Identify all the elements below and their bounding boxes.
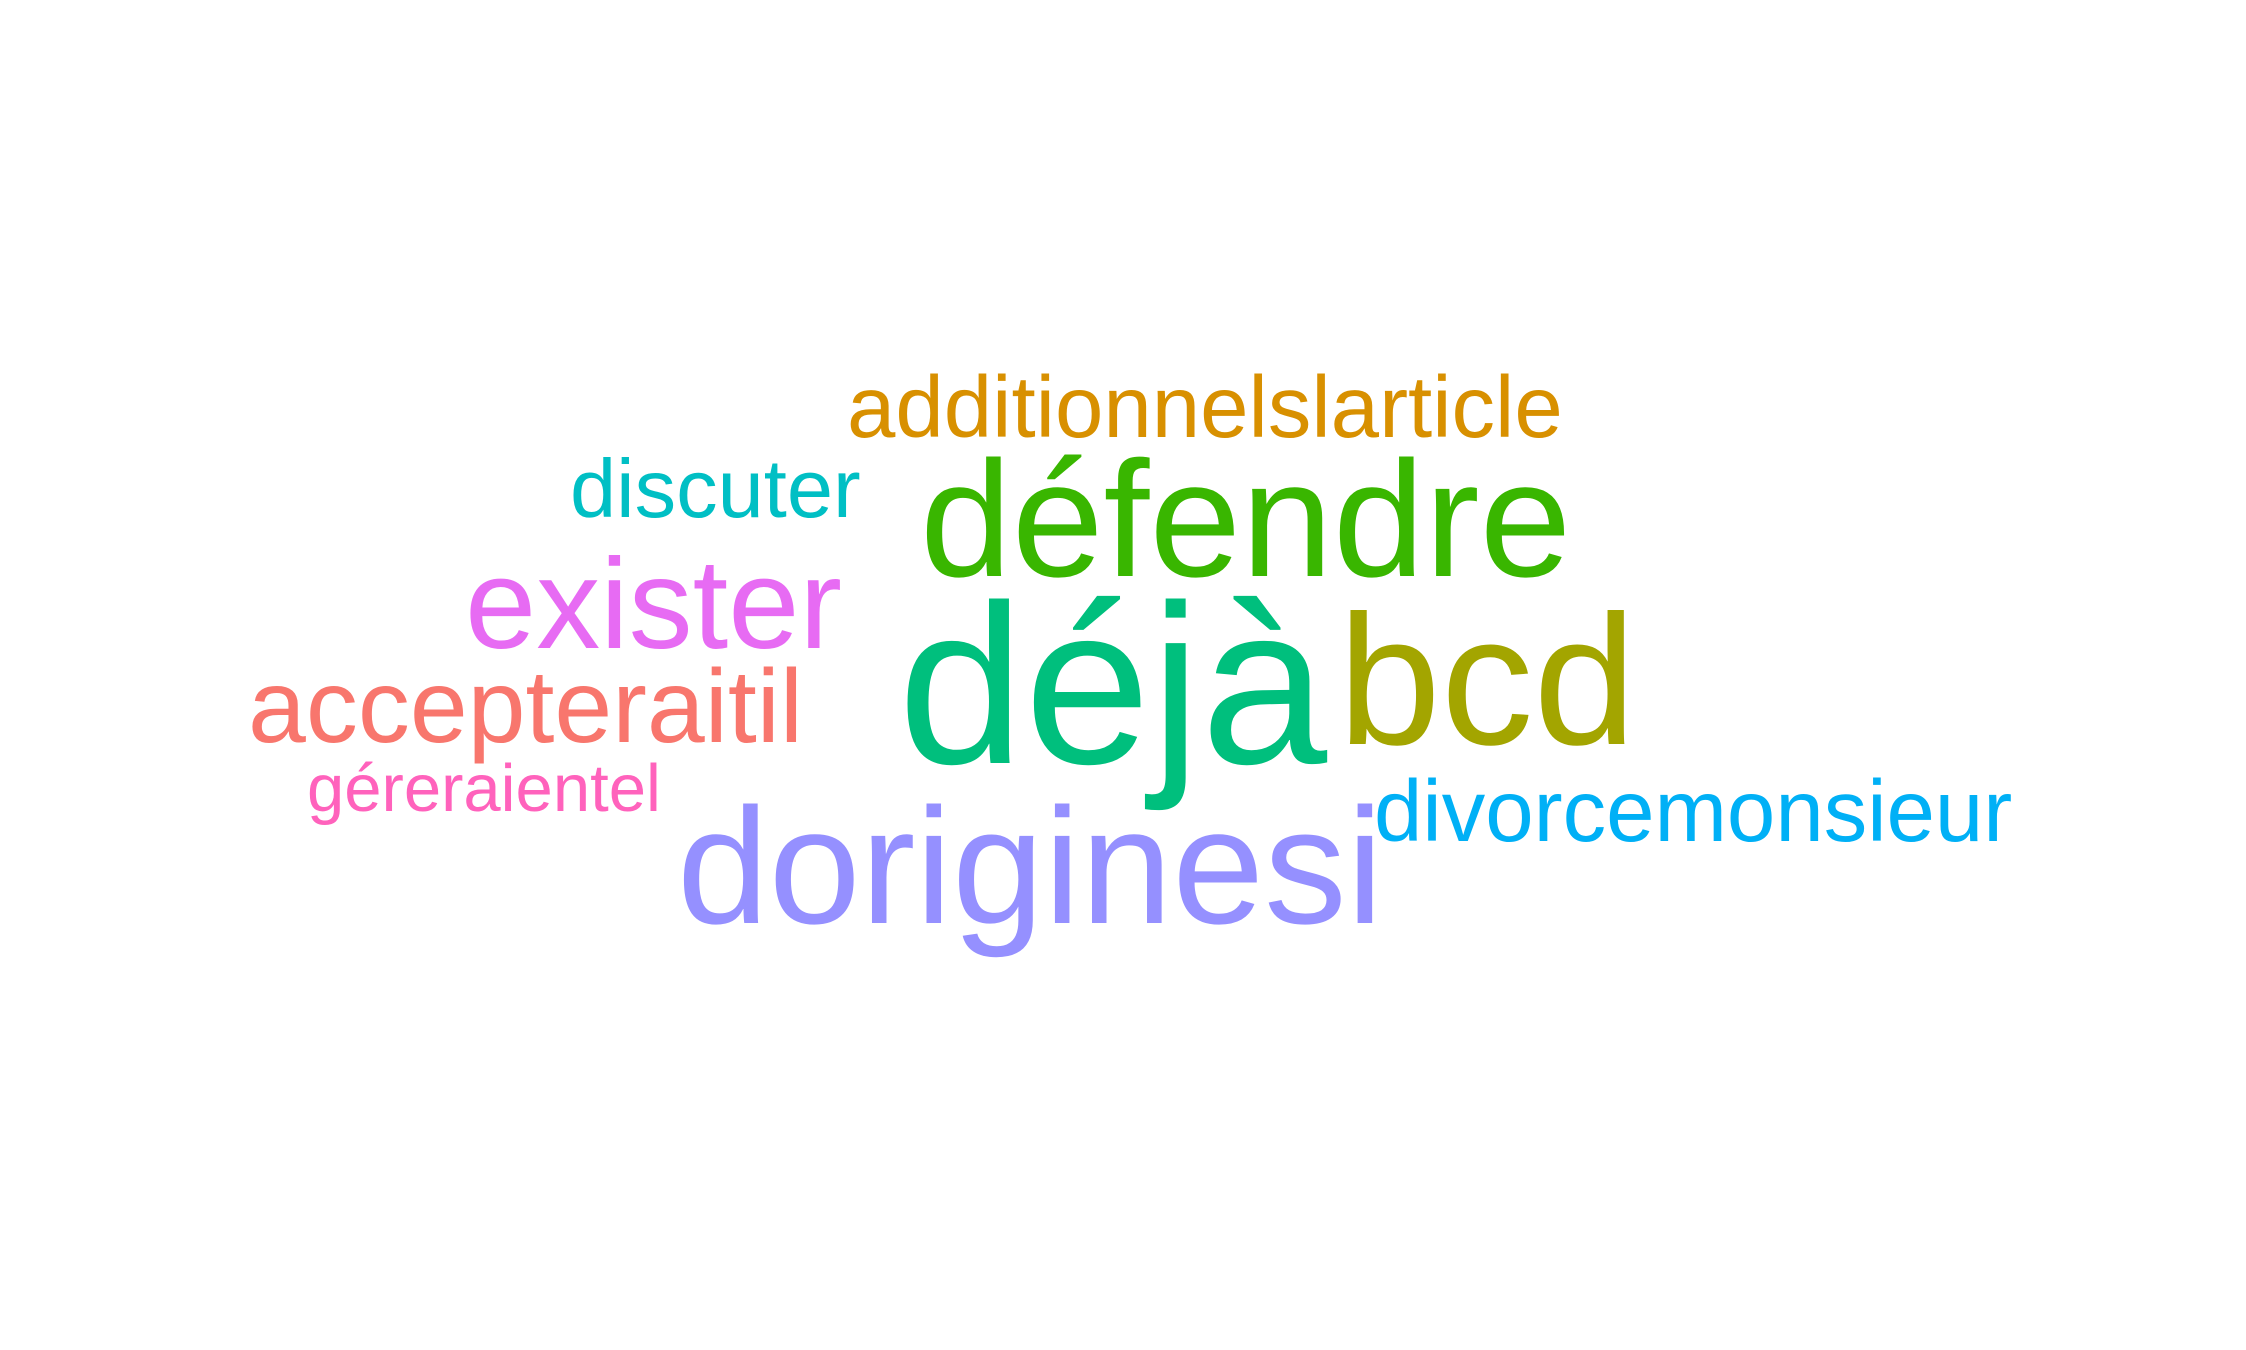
word-gereraientel: géreraientel — [307, 751, 661, 826]
word-deja: déjà — [898, 559, 1328, 812]
word-accepteraitil: accepteraitil — [248, 649, 803, 765]
word-bcd: bcd — [1338, 578, 1637, 784]
word-divorcemonsieur: divorcemonsieur — [1374, 763, 2013, 860]
word-defendre: défendre — [920, 427, 1572, 611]
word-additionnelslarticle: additionnelslarticle — [847, 359, 1563, 456]
word-discuter: discuter — [570, 442, 861, 535]
word-exister: exister — [465, 533, 842, 676]
word-doriginesi: doriginesi — [677, 774, 1384, 958]
